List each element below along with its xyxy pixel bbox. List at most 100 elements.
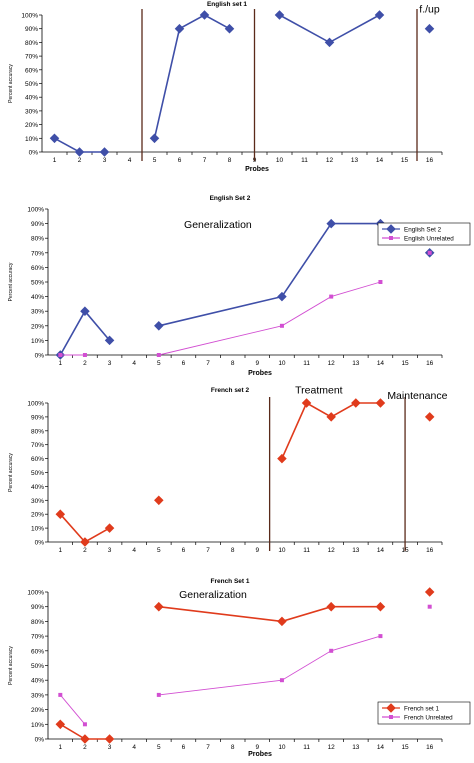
y-axis-label: Percent accuracy <box>8 64 14 103</box>
y-tick-label: 30% <box>25 108 38 115</box>
y-tick-label: 0% <box>35 353 45 360</box>
x-tick-label: 6 <box>178 157 182 164</box>
x-tick-label: 12 <box>326 157 334 164</box>
x-tick-label: 14 <box>376 157 384 164</box>
x-tick-label: 8 <box>231 744 235 751</box>
x-tick-label: 7 <box>206 547 210 554</box>
chart-title: French set 2 <box>211 387 250 394</box>
x-tick-label: 4 <box>132 547 136 554</box>
y-tick-label: 10% <box>31 338 44 345</box>
y-tick-label: 50% <box>25 81 38 88</box>
y-tick-label: 10% <box>25 136 38 143</box>
y-tick-label: 30% <box>31 692 44 699</box>
x-tick-label: 13 <box>352 360 360 367</box>
x-tick-label: 1 <box>53 157 57 164</box>
legend-label: French Unrelated <box>404 714 453 721</box>
x-tick-label: 2 <box>83 547 87 554</box>
legend-box <box>377 701 471 725</box>
y-axis-label: Percent accuracy <box>8 646 14 685</box>
data-point <box>378 280 383 284</box>
x-tick-label: 10 <box>278 547 286 554</box>
x-tick-label: 7 <box>206 744 210 751</box>
x-tick-label: 14 <box>377 360 385 367</box>
x-tick-label: 3 <box>108 547 112 554</box>
x-tick-label: 15 <box>401 157 409 164</box>
data-point <box>424 587 435 597</box>
legend-swatch-marker <box>386 703 396 713</box>
data-point <box>324 37 335 48</box>
x-tick-label: 12 <box>328 744 336 751</box>
data-point <box>104 734 115 744</box>
x-tick-label: 1 <box>59 360 63 367</box>
data-point <box>326 412 336 422</box>
y-tick-label: 70% <box>31 250 44 257</box>
y-tick-label: 60% <box>31 648 44 655</box>
y-tick-label: 90% <box>31 604 44 611</box>
y-tick-label: 90% <box>25 26 38 33</box>
y-tick-label: 70% <box>31 634 44 641</box>
x-tick-label: 15 <box>401 360 409 367</box>
x-tick-label: 5 <box>157 547 161 554</box>
data-point <box>351 398 361 408</box>
y-tick-label: 0% <box>35 737 45 744</box>
data-point <box>224 23 235 34</box>
y-axis-label: Percent accuracy <box>8 262 14 301</box>
x-tick-label: 14 <box>377 547 385 554</box>
x-tick-label: 6 <box>182 744 186 751</box>
data-point <box>80 734 90 744</box>
x-tick-label: 10 <box>278 360 286 367</box>
x-tick-label: 5 <box>157 360 161 367</box>
y-tick-label: 80% <box>31 428 44 435</box>
x-tick-label: 1 <box>59 547 63 554</box>
data-point <box>427 604 432 609</box>
x-tick-label: 13 <box>352 744 360 751</box>
data-point <box>154 601 164 612</box>
legend-swatch-marker <box>389 715 393 719</box>
x-tick-label: 12 <box>328 547 336 554</box>
y-tick-label: 20% <box>31 512 44 519</box>
data-point <box>74 147 85 157</box>
data-point <box>378 634 383 639</box>
data-point <box>279 678 284 683</box>
x-tick-label: 4 <box>132 360 136 367</box>
chart-english-set-2: 0%10%20%30%40%50%60%70%80%90%100%1 2 3 4 5 6 7… <box>8 195 471 377</box>
data-point <box>277 616 287 627</box>
x-tick-label: 9 <box>256 360 260 367</box>
x-tick-label: 8 <box>228 157 232 164</box>
y-tick-label: 90% <box>31 414 44 421</box>
annotation-label: Treatment <box>295 384 343 396</box>
data-point <box>104 335 115 346</box>
x-axis-label: Probes <box>245 166 269 173</box>
x-tick-label: 11 <box>301 157 308 164</box>
y-tick-label: 60% <box>25 67 38 74</box>
series-line <box>281 401 381 459</box>
annotation-label: Generalization <box>179 589 247 601</box>
legend-label: French set 1 <box>404 705 439 712</box>
data-point <box>424 23 435 34</box>
y-tick-label: 90% <box>31 221 44 228</box>
legend-swatch-marker <box>389 236 393 240</box>
data-point <box>326 601 336 612</box>
data-point <box>82 353 87 357</box>
x-tick-label: 10 <box>276 157 284 164</box>
data-point <box>149 133 160 144</box>
chart-title: English Set 2 <box>210 195 251 202</box>
x-axis-label: Probes <box>248 751 272 758</box>
data-point <box>277 291 287 302</box>
x-tick-label: 7 <box>206 360 210 367</box>
y-tick-label: 70% <box>25 54 38 61</box>
annotation-label: f./up <box>419 3 440 15</box>
series-line <box>158 635 381 696</box>
data-point <box>326 218 336 229</box>
data-point <box>174 23 185 34</box>
y-tick-label: 30% <box>31 309 44 316</box>
y-tick-label: 0% <box>29 150 39 157</box>
data-point <box>279 323 284 328</box>
y-tick-label: 50% <box>31 470 44 477</box>
data-point <box>99 147 110 157</box>
y-tick-label: 100% <box>27 207 44 214</box>
data-point <box>199 10 210 20</box>
y-tick-label: 80% <box>25 40 38 47</box>
